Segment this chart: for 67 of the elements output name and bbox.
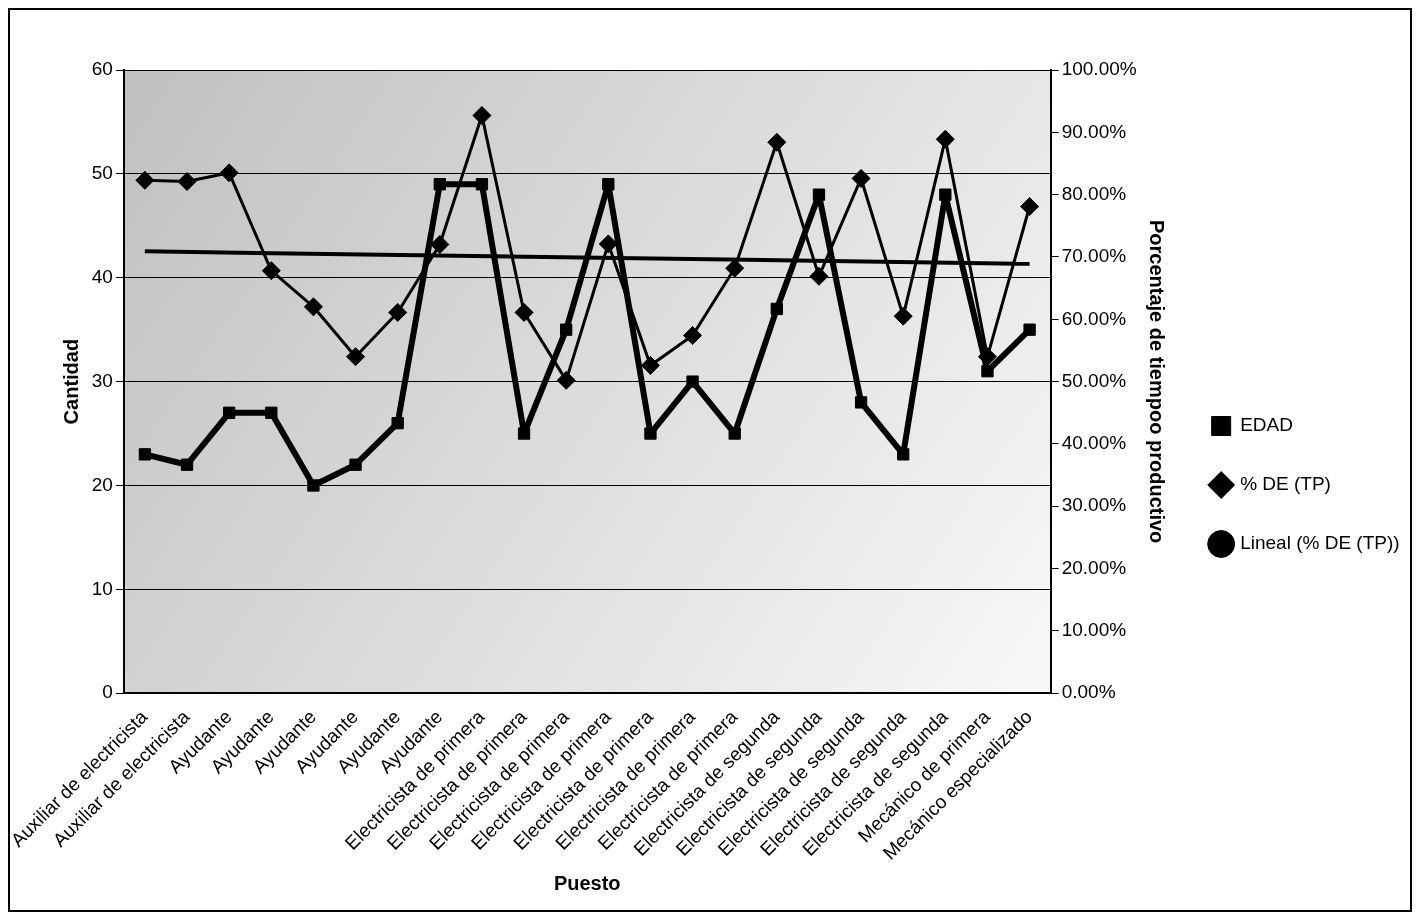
- point: [517, 427, 531, 440]
- point: [391, 417, 404, 430]
- y2-tick-label: 20.00%: [1061, 556, 1127, 578]
- point: [981, 365, 994, 378]
- point: [180, 458, 194, 471]
- y2-tick-label: 10.00%: [1061, 619, 1127, 641]
- y-tick-label: 60: [91, 58, 113, 80]
- point: [138, 448, 152, 461]
- point: [644, 427, 657, 440]
- point: [135, 170, 155, 190]
- point: [472, 106, 492, 125]
- point: [560, 323, 573, 336]
- point: [388, 302, 408, 322]
- point: [897, 448, 910, 461]
- y2-tick-label: 70.00%: [1061, 245, 1127, 267]
- y-tick-label: 30: [91, 369, 113, 391]
- point: [223, 406, 236, 419]
- point: [602, 178, 615, 191]
- y2-tick-label: 80.00%: [1061, 182, 1127, 204]
- point: [728, 427, 741, 440]
- point: [261, 261, 281, 281]
- y-tick-label: 0: [102, 681, 113, 703]
- y-tick-label: 20: [91, 473, 113, 495]
- y2-tick-label: 100.00%: [1061, 58, 1137, 80]
- y-tick-label: 10: [91, 577, 113, 599]
- point: [177, 172, 197, 192]
- point: [770, 302, 783, 316]
- point: [349, 458, 362, 471]
- point: [686, 375, 699, 388]
- point: [346, 347, 366, 367]
- y2-tick-label: 60.00%: [1061, 307, 1127, 329]
- x-axis-title: Puesto: [553, 871, 621, 894]
- point: [812, 188, 826, 201]
- legend-label: EDAD: [1240, 414, 1293, 436]
- legend-label: Lineal (% DE (TP)): [1240, 532, 1400, 554]
- point: [854, 396, 868, 409]
- y2-tick-label: 40.00%: [1061, 432, 1127, 454]
- point: [1023, 323, 1036, 336]
- y-tick-label: 40: [91, 265, 113, 287]
- y2-tick-label: 50.00%: [1061, 369, 1127, 391]
- point: [640, 355, 660, 375]
- y-tick-label: 50: [91, 162, 113, 184]
- y2-tick-label: 0.00%: [1061, 681, 1116, 703]
- point: [767, 132, 787, 152]
- point: [556, 370, 576, 390]
- legend-label: % DE (TP): [1240, 473, 1331, 495]
- point: [265, 406, 278, 419]
- point: [303, 297, 323, 317]
- point: [598, 234, 618, 254]
- point: [939, 188, 952, 201]
- point: [1020, 196, 1040, 216]
- point: [809, 266, 829, 286]
- point: [219, 163, 239, 183]
- y2-tick-label: 90.00%: [1061, 120, 1127, 142]
- point: [683, 326, 703, 345]
- y-axis-title: Cantidad: [60, 338, 83, 425]
- point: [433, 178, 446, 191]
- point: [851, 168, 871, 188]
- point: [935, 129, 955, 149]
- y2-tick-label: 30.00%: [1061, 494, 1127, 516]
- point: [514, 302, 534, 322]
- point: [725, 258, 745, 278]
- point: [430, 235, 450, 255]
- point: [893, 306, 913, 326]
- y2-axis-title: Porcentaje de tiempoo productivo: [1146, 219, 1169, 544]
- point: [307, 479, 320, 492]
- point: [475, 178, 489, 191]
